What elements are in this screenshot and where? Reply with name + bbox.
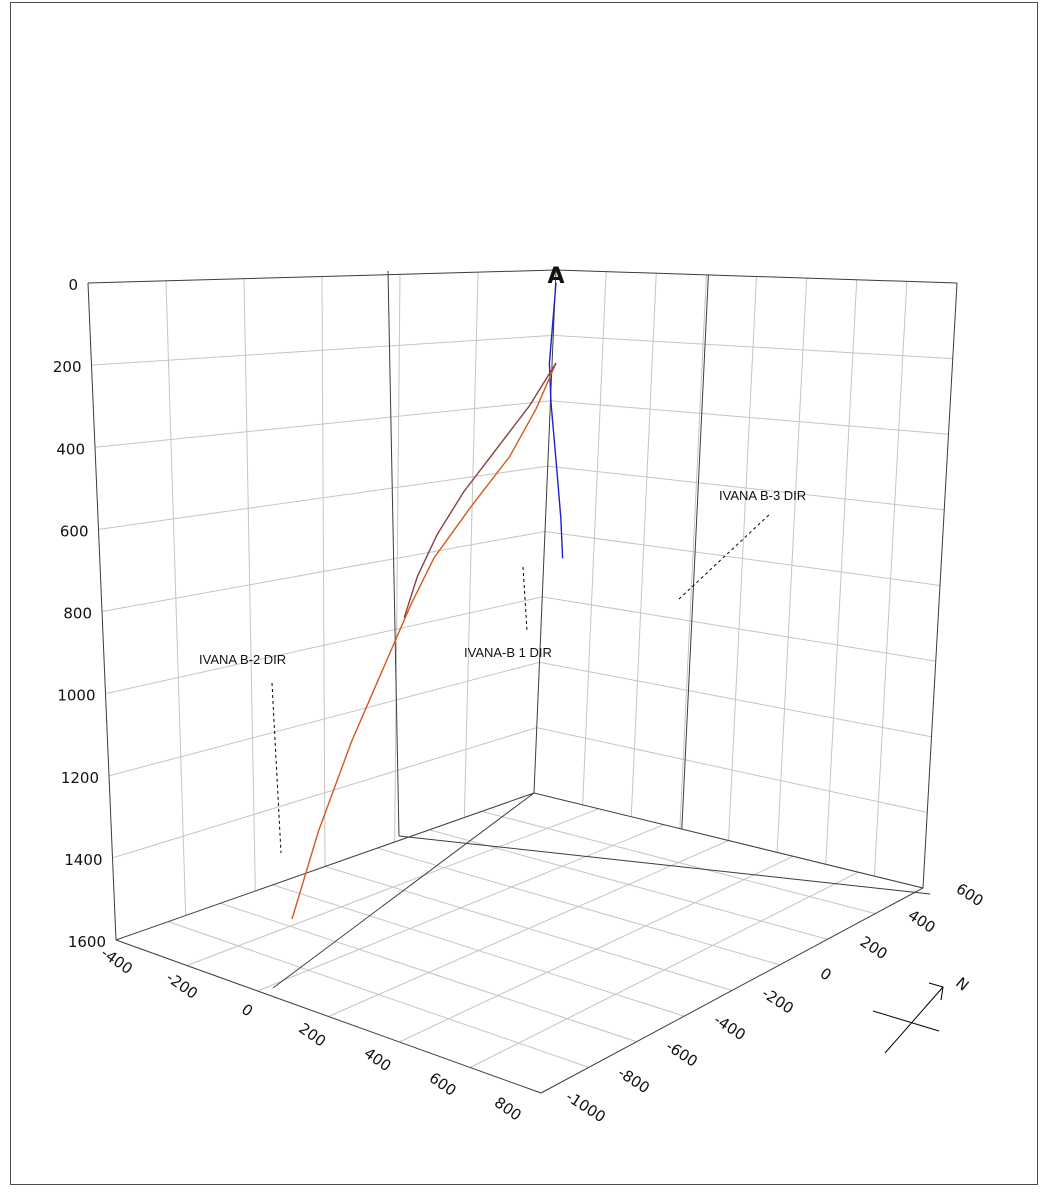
well-label-2: IVANA B-2 DIR (199, 652, 286, 667)
north-arrow-label: N (952, 974, 972, 995)
box-edge (87, 282, 117, 941)
y-tick-label: -200 (759, 984, 797, 1018)
leader-line-well1 (522, 566, 528, 632)
leader-line-well3 (678, 512, 772, 600)
depth-gridline (101, 530, 941, 612)
y-tick-label: -600 (663, 1037, 701, 1071)
y-tick-label: -1000 (563, 1087, 609, 1126)
floor-gridline (324, 866, 733, 991)
y-tick-label: -400 (711, 1010, 749, 1044)
y-tick-label: 400 (905, 906, 939, 937)
depth-gridline (94, 400, 949, 448)
box-edge (540, 887, 924, 1094)
depth-tick-label: 1600 (68, 933, 106, 951)
depth-tick-label: 1400 (64, 851, 102, 869)
depth-tick-label: 800 (63, 605, 92, 623)
floor-gridline (429, 829, 828, 940)
y-tick-label: 200 (857, 932, 891, 963)
box-edge (115, 939, 542, 1094)
well-trajectory-1 (548, 282, 564, 559)
x-wall-gridline (394, 274, 401, 843)
y-wall-gridline (728, 276, 757, 841)
x-wall-gridline (243, 278, 256, 892)
north-arrow-head (928, 982, 944, 1001)
x-tick-label: 0 (238, 1000, 256, 1020)
origin-marker-label: A (547, 264, 564, 289)
x-wall-gridline (463, 272, 479, 818)
depth-tick-label: 1000 (57, 687, 95, 705)
floor-gridline (272, 884, 685, 1017)
grid-layer (91, 271, 953, 1068)
floor-gridline (220, 902, 637, 1043)
y-wall-gridline (582, 271, 607, 805)
depth-gridline (91, 334, 953, 366)
y-wall-gridline (825, 279, 858, 865)
floor-gridline (481, 810, 876, 915)
x-tick-label: -400 (98, 944, 136, 978)
well-trajectory-2 (291, 362, 557, 920)
box-edge (922, 282, 958, 889)
x-tick-label: 400 (361, 1044, 395, 1075)
box-edge (115, 792, 535, 941)
x-tick-label: 800 (491, 1093, 525, 1124)
floor-divider (272, 792, 535, 989)
well-trajectory-3d-chart: 02004006008001000120014001600-400-200020… (53, 264, 987, 1126)
leader-line-well2 (271, 682, 282, 854)
north-arrow-crossbar (872, 1010, 940, 1032)
well-label-1: IVANA-B 1 DIR (464, 645, 552, 660)
floor-gridline (377, 847, 780, 966)
depth-tick-label: 1200 (61, 769, 99, 787)
series-layer (291, 282, 564, 920)
x-wall-gridline (165, 280, 187, 916)
x-wall-gridline (321, 276, 326, 867)
depth-tick-label: 400 (56, 440, 85, 458)
y-wall-gridline (776, 278, 808, 853)
box-edge (87, 269, 557, 284)
chart-frame: 0 200 400 600 800 1000 1200 1400 1600 -400 -200 0 20… (10, 2, 1038, 1185)
depth-tick-label: 600 (60, 522, 89, 540)
axes-layer: 02004006008001000120014001600-400-200020… (53, 264, 987, 1126)
box-edge (387, 270, 400, 837)
y-wall-gridline (873, 281, 908, 877)
box-edge (555, 269, 958, 284)
well-label-3: IVANA B-3 DIR (719, 488, 806, 503)
floor-gridline (168, 921, 589, 1068)
x-tick-label: 200 (295, 1019, 329, 1050)
y-tick-label: -800 (615, 1063, 653, 1097)
depth-tick-label: 0 (68, 276, 78, 294)
y-wall-gridline (630, 273, 657, 817)
well-trajectory-3 (403, 362, 557, 618)
box-edge (681, 274, 709, 830)
north-arrow-shaft (884, 986, 944, 1054)
depth-tick-label: 200 (53, 358, 82, 376)
box-edge (533, 269, 557, 794)
y-tick-label: 600 (953, 879, 987, 910)
y-tick-label: 0 (817, 964, 835, 984)
depth-gridline (98, 465, 945, 530)
floor-divider (398, 835, 931, 895)
x-tick-label: 600 (426, 1069, 460, 1100)
x-tick-label: -200 (163, 968, 201, 1002)
labels-layer: IVANA-B 1 DIR IVANA B-2 DIR IVANA B-3 DI… (199, 488, 806, 854)
y-wall-gridline (679, 274, 707, 829)
box-edge (533, 792, 924, 889)
depth-gridline (108, 661, 932, 777)
